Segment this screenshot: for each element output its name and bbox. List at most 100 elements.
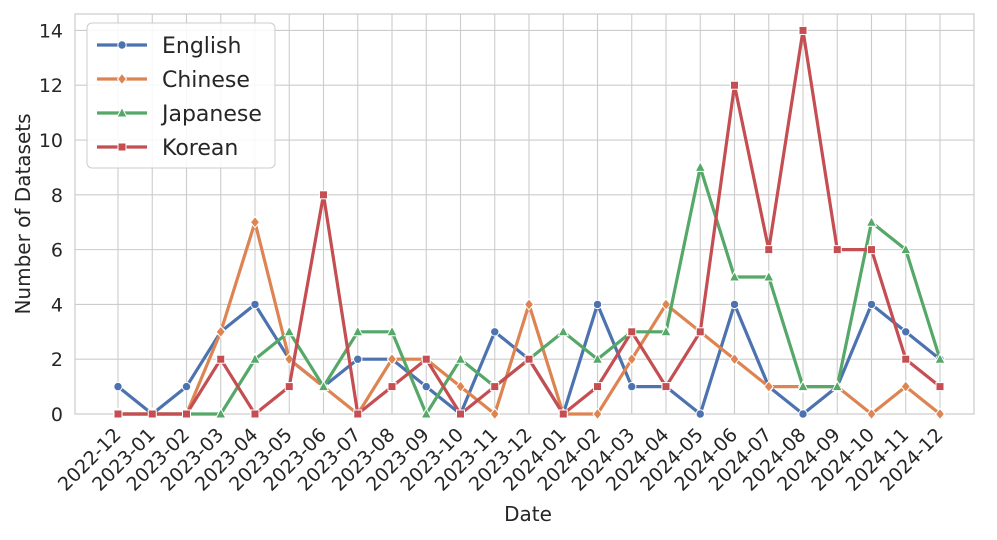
data-point-chinese [489,407,500,421]
data-point-korean [353,409,363,419]
legend-label-english: English [162,34,241,59]
data-point-japanese [762,270,775,282]
data-point-japanese [420,407,433,419]
data-point-japanese [660,325,672,337]
data-point-korean [730,80,739,90]
data-point-korean [387,382,397,392]
legend-item-korean: Korean [97,136,238,161]
legend-item-japanese: Japanese [97,102,262,127]
legend-box [86,22,276,169]
data-point-japanese [351,325,364,337]
data-point-korean [524,354,534,364]
data-point-korean [216,354,226,364]
data-point-japanese [934,352,946,364]
data-point-korean [798,25,808,35]
legend-marker-english [117,40,127,50]
data-point-korean [250,409,260,419]
legend: English Chinese Japanese Korean [86,22,276,169]
data-point-korean [558,409,568,419]
data-point-chinese [934,407,946,421]
data-point-korean [764,245,774,255]
legend-marker-chinese [116,72,128,86]
data-point-korean [113,409,123,419]
data-point-korean [832,245,842,255]
data-point-chinese [523,298,535,311]
data-point-japanese [557,325,570,337]
data-point-japanese [831,380,844,392]
x-tick-labels: 2022-122023-012023-022023-032023-042023-… [54,424,948,496]
data-point-chinese [592,407,603,421]
data-point-korean [935,382,945,392]
legend-item-chinese: Chinese [97,68,250,93]
data-point-chinese [626,352,637,366]
data-point-english [181,381,192,392]
data-point-korean [627,327,637,337]
y-tick-labels: 0 2 4 6 8 10 12 14 [39,20,63,426]
data-point-korean [456,409,465,419]
data-point-korean [147,409,157,419]
data-point-japanese [317,380,330,392]
data-point-chinese [249,215,261,229]
data-point-english [729,299,740,310]
data-point-japanese [454,352,467,364]
y-tick-label: 4 [51,294,63,316]
data-point-chinese [763,380,774,393]
data-point-english [798,409,808,419]
data-point-japanese [386,325,398,337]
data-point-korean [490,382,500,392]
data-point-korean [182,409,191,419]
data-point-english [353,354,363,364]
data-point-chinese [660,298,672,311]
data-point-japanese [591,352,604,364]
data-point-korean [319,190,328,200]
data-point-english [627,381,637,392]
data-point-english [113,381,123,392]
data-point-korean [901,354,911,364]
data-point-english [250,299,260,310]
data-point-japanese [865,215,878,227]
data-point-chinese [215,325,226,339]
data-point-japanese [728,270,741,282]
legend-label-korean: Korean [162,136,238,161]
series-korean [113,25,945,419]
data-point-chinese [455,380,466,393]
data-point-japanese [283,325,296,337]
data-point-japanese [214,407,227,419]
legend-label-chinese: Chinese [162,68,250,93]
data-point-japanese [797,380,809,392]
data-point-korean [867,245,876,255]
x-axis-title: Date [504,502,552,526]
data-point-korean [593,382,602,392]
legend-label-japanese: Japanese [160,102,262,127]
data-point-chinese [386,352,398,366]
legend-marker-korean [117,142,127,152]
y-tick-label: 0 [51,404,63,426]
y-tick-label: 10 [39,130,63,152]
y-axis-title: Number of Datasets [11,113,35,314]
legend-item-english: English [97,34,241,59]
legend-marker-japanese [116,106,128,118]
y-tick-label: 8 [51,185,63,207]
data-point-english [490,327,500,337]
y-tick-label: 6 [51,240,63,262]
data-point-japanese [694,160,707,172]
data-point-english [421,381,431,392]
y-tick-label: 12 [39,75,63,97]
data-point-english [866,299,877,310]
data-point-korean [421,354,431,364]
data-point-english [901,327,911,337]
data-point-chinese [866,407,877,421]
y-tick-label: 14 [39,20,63,42]
data-point-english [695,409,705,419]
data-point-chinese [900,380,911,393]
series-lines [112,25,946,421]
data-point-korean [661,382,671,392]
data-point-chinese [729,352,740,366]
data-point-chinese [284,352,295,366]
data-point-korean [284,382,294,392]
data-point-korean [695,327,705,337]
data-point-japanese [899,243,912,255]
data-point-japanese [249,352,261,364]
y-tick-label: 2 [51,349,63,371]
